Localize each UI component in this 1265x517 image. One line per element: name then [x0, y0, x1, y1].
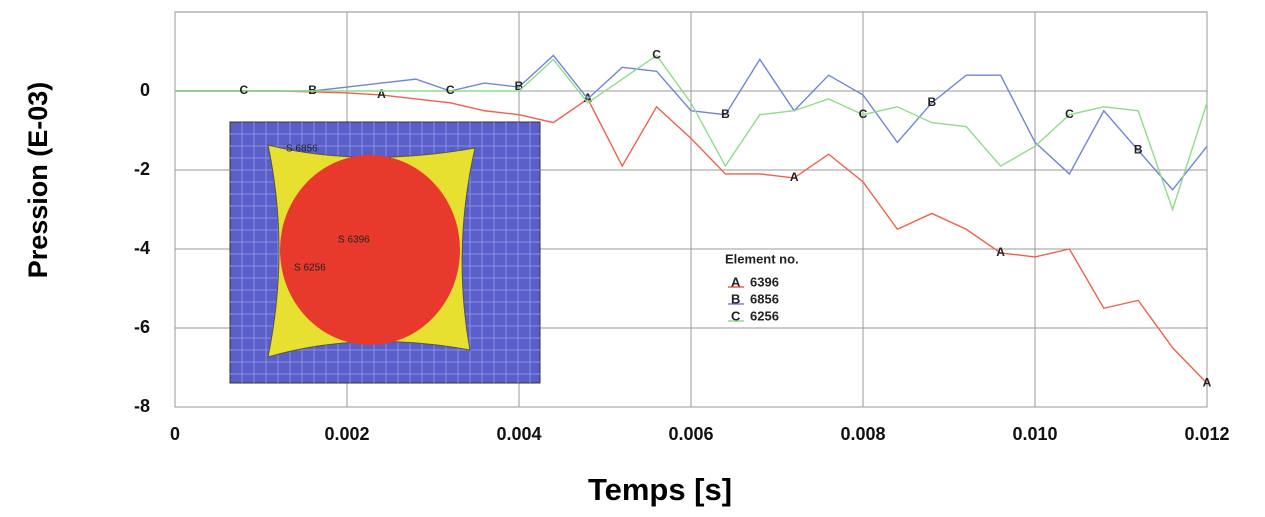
legend-label: 6396	[750, 274, 779, 289]
legend-label: B	[731, 291, 740, 306]
legend-label: 6256	[750, 308, 779, 323]
legend-label: A	[731, 274, 741, 289]
inset-label: S 6256	[294, 263, 326, 274]
x-tick-label: 0.006	[668, 424, 713, 444]
legend-title: Element no.	[725, 251, 799, 266]
curve-label: A	[377, 87, 386, 101]
inset-label: S 6396	[338, 235, 370, 246]
y-axis-title: Pression (E-03)	[23, 82, 53, 279]
curve-label: B	[927, 95, 936, 109]
curve-label: C	[1065, 107, 1074, 121]
series-line	[175, 54, 1208, 212]
curve-label: B	[308, 83, 317, 97]
y-tick-label: -8	[134, 396, 150, 416]
curve-label: A	[1203, 375, 1212, 389]
curve-label: C	[446, 83, 455, 97]
curve-label: C	[652, 48, 661, 62]
curve-label: B	[721, 107, 730, 121]
curve-label: A	[790, 170, 799, 184]
legend-label: C	[731, 308, 741, 323]
series-line	[175, 90, 1208, 384]
x-tick-label: 0.012	[1184, 424, 1229, 444]
x-tick-label: 0	[170, 424, 180, 444]
x-tick-label: 0.008	[840, 424, 885, 444]
y-tick-label: -4	[134, 238, 150, 258]
curve-label: C	[239, 83, 248, 97]
curve-label: A	[996, 245, 1005, 259]
inset-image: S 6856 S 6396 S 6256	[229, 121, 541, 384]
curve-label: B	[515, 79, 524, 93]
inset-label: S 6856	[286, 144, 318, 155]
curve-label: C	[859, 107, 868, 121]
y-tick-label: -6	[134, 317, 150, 337]
x-axis-title: Temps [s]	[588, 472, 732, 507]
y-tick-label: -2	[134, 159, 150, 179]
x-tick-label: 0.004	[496, 424, 541, 444]
curve-label: B	[1134, 142, 1143, 156]
inset-pressure	[280, 155, 460, 345]
x-tick-label: 0.002	[324, 424, 369, 444]
y-tick-label: 0	[140, 80, 150, 100]
series-line	[175, 54, 1208, 191]
legend-label: 6856	[750, 291, 779, 306]
plot-area: -8 -6 -4 -2 0 0 0.002 0.004 0.006 0.008 0.010 0.012…	[134, 11, 1230, 444]
x-tick-label: 0.010	[1012, 424, 1057, 444]
